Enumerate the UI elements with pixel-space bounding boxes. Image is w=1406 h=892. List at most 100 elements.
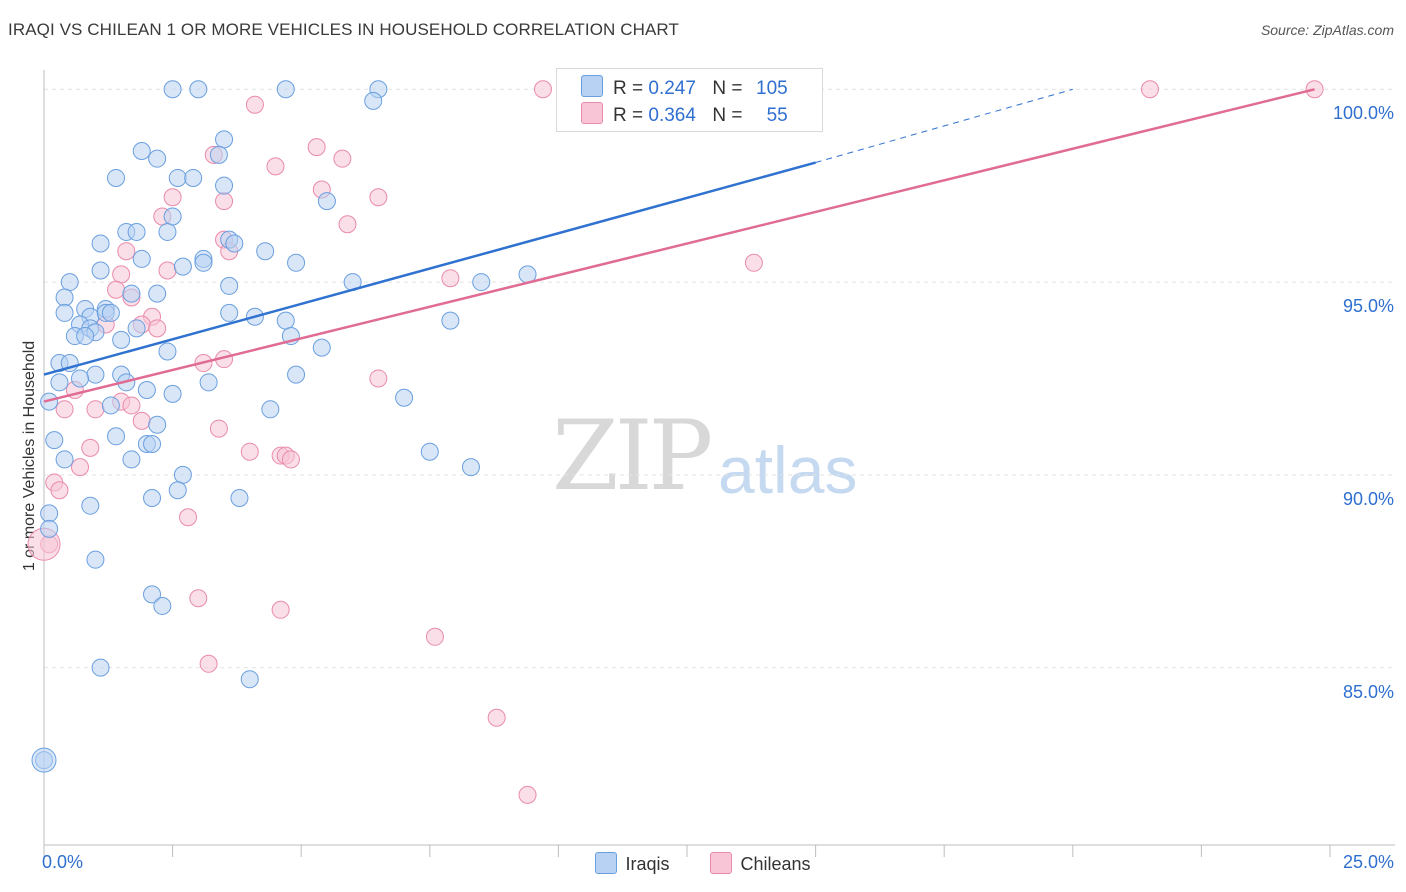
x-tick-label-min: 0.0%: [42, 852, 84, 872]
chileans-point: [533, 80, 552, 99]
chileans-point: [1140, 80, 1159, 99]
chileans-point: [245, 95, 264, 114]
chileans-point: [441, 269, 460, 288]
iraqis-point: [317, 192, 336, 211]
watermark-zip: ZIP: [552, 400, 713, 512]
iraqis-point: [55, 303, 74, 322]
iraqis-point: [420, 442, 439, 461]
legend-item-chileans[interactable]: Chileans: [710, 852, 811, 875]
chart-title: IRAQI VS CHILEAN 1 OR MORE VEHICLES IN H…: [8, 20, 679, 39]
legend-item-iraqis[interactable]: Iraqis: [595, 852, 669, 875]
iraqis-point: [276, 311, 295, 330]
iraqis-point-large: [31, 747, 57, 773]
iraqis-point: [55, 450, 74, 469]
chileans-point: [338, 215, 357, 234]
chileans-point: [240, 442, 259, 461]
iraqis-n-value: 105: [756, 78, 788, 99]
iraqis-point: [148, 149, 167, 168]
iraqis-point: [240, 670, 259, 689]
iraqis-point: [112, 330, 131, 349]
chileans-n-value: 55: [766, 105, 788, 126]
iraqis-point: [209, 145, 228, 164]
iraqis-point: [122, 284, 141, 303]
iraqis-point: [86, 550, 105, 569]
legend-row-iraqis: R = 0.247 N = 105: [581, 75, 788, 100]
chileans-point: [55, 400, 74, 419]
chileans-point: [163, 188, 182, 207]
iraqis-point: [81, 496, 100, 515]
chileans-point: [132, 411, 151, 430]
legend-row-chileans: R = 0.364 N = 55: [581, 102, 788, 127]
iraqis-point: [173, 257, 192, 276]
iraqis-trend-extension: [815, 88, 1073, 164]
chileans-swatch: [581, 102, 603, 124]
iraqis-point: [101, 396, 120, 415]
watermark-atlas: atlas: [718, 433, 858, 507]
iraqis-point: [261, 400, 280, 419]
iraqis-point: [168, 481, 187, 500]
iraqis-point: [173, 465, 192, 484]
iraqis-point: [40, 504, 59, 523]
iraqis-point: [472, 273, 491, 292]
y-tick-label: 100.0%: [1332, 103, 1394, 124]
chileans-point: [71, 458, 90, 477]
chileans-point: [199, 654, 218, 673]
iraqis-point: [158, 342, 177, 361]
iraqis-r-value: 0.247: [648, 78, 696, 99]
chileans-point: [518, 785, 537, 804]
chileans-point: [487, 708, 506, 727]
chileans-point: [122, 396, 141, 415]
iraqis-point: [276, 80, 295, 99]
iraqis-point: [287, 253, 306, 272]
iraqis-point: [76, 327, 95, 346]
chileans-point: [744, 253, 763, 272]
iraqis-point: [287, 365, 306, 384]
iraqis-point: [122, 450, 141, 469]
x-tick-label-max: 25.0%: [1342, 852, 1394, 872]
chileans-point: [271, 600, 290, 619]
iraqis-point: [127, 222, 146, 241]
iraqis-point: [199, 373, 218, 392]
iraqis-point: [215, 130, 234, 149]
series-legend: Iraqis Chileans: [0, 852, 1406, 875]
iraqis-point: [60, 273, 79, 292]
iraqis-point: [230, 488, 249, 507]
iraqis-point: [395, 388, 414, 407]
iraqis-point: [143, 435, 162, 454]
iraqis-point: [148, 284, 167, 303]
y-tick-label: 95.0%: [1342, 296, 1394, 317]
iraqis-point: [132, 141, 151, 160]
iraqis-point: [441, 311, 460, 330]
chileans-point: [148, 319, 167, 338]
iraqis-point: [107, 168, 126, 187]
iraqis-point: [86, 365, 105, 384]
chileans-point: [215, 192, 234, 211]
iraqis-point: [194, 253, 213, 272]
chileans-point: [50, 481, 69, 500]
iraqis-point: [215, 176, 234, 195]
chileans-point: [81, 438, 100, 457]
iraqis-point: [101, 303, 120, 322]
iraqis-point: [461, 458, 480, 477]
chileans-trend-line: [43, 88, 1315, 403]
chileans-point: [86, 400, 105, 419]
iraqis-point: [158, 222, 177, 241]
iraqis-point: [143, 488, 162, 507]
chileans-point: [107, 280, 126, 299]
chileans-point: [266, 157, 285, 176]
iraqis-point: [153, 596, 172, 615]
iraqis-point: [132, 249, 151, 268]
iraqis-point: [71, 369, 90, 388]
iraqis-trend-line: [43, 161, 816, 376]
iraqis-point: [220, 303, 239, 322]
chileans-point: [209, 419, 228, 438]
iraqis-point: [148, 415, 167, 434]
y-tick-label: 85.0%: [1342, 681, 1394, 702]
iraqis-point: [364, 91, 383, 110]
chileans-point: [112, 265, 131, 284]
chileans-point: [307, 138, 326, 157]
chileans-point: [179, 508, 198, 527]
chileans-point: [333, 149, 352, 168]
iraqis-point: [312, 338, 331, 357]
